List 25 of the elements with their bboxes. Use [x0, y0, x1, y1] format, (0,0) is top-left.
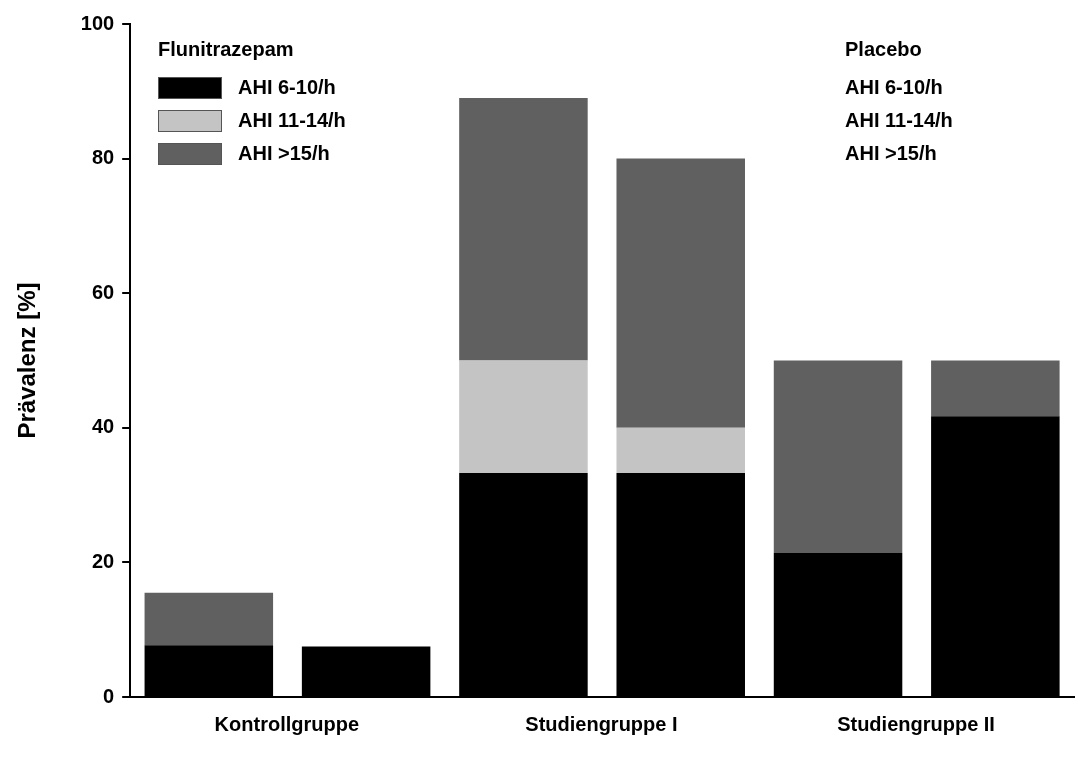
bar: [931, 360, 1060, 417]
bar: [773, 360, 903, 553]
y-axis-title: Prävalenz [%]: [13, 282, 41, 439]
y-tick-label: 60: [91, 280, 115, 303]
bar: [616, 427, 745, 473]
annotation: AHI >15/h: [845, 141, 938, 166]
bar: [144, 592, 274, 646]
y-tick-label: 20: [91, 549, 115, 572]
y-tick-label: 0: [103, 684, 115, 707]
legend-label: AHI 6-10/h: [238, 76, 336, 99]
y-tick-label: 80: [91, 146, 115, 169]
annotation: AHI 11-14/h: [845, 108, 953, 133]
legend-title: Flunitrazepam: [158, 38, 295, 61]
y-tick-label: 40: [91, 415, 115, 438]
x-tick-label: Studiengruppe I: [525, 712, 678, 735]
y-tick-label: 100: [80, 11, 115, 34]
x-tick-label: Kontrollgruppe: [214, 712, 360, 735]
annotation: AHI 6-10/h: [845, 75, 944, 100]
x-tick-label: Studiengruppe II: [837, 712, 995, 735]
bar: [616, 158, 745, 428]
bar: [459, 98, 588, 361]
legend-label: AHI >15/h: [238, 142, 330, 165]
bar: [459, 360, 588, 473]
annotation: Placebo: [845, 38, 923, 61]
legend-label: AHI 11-14/h: [238, 109, 346, 132]
